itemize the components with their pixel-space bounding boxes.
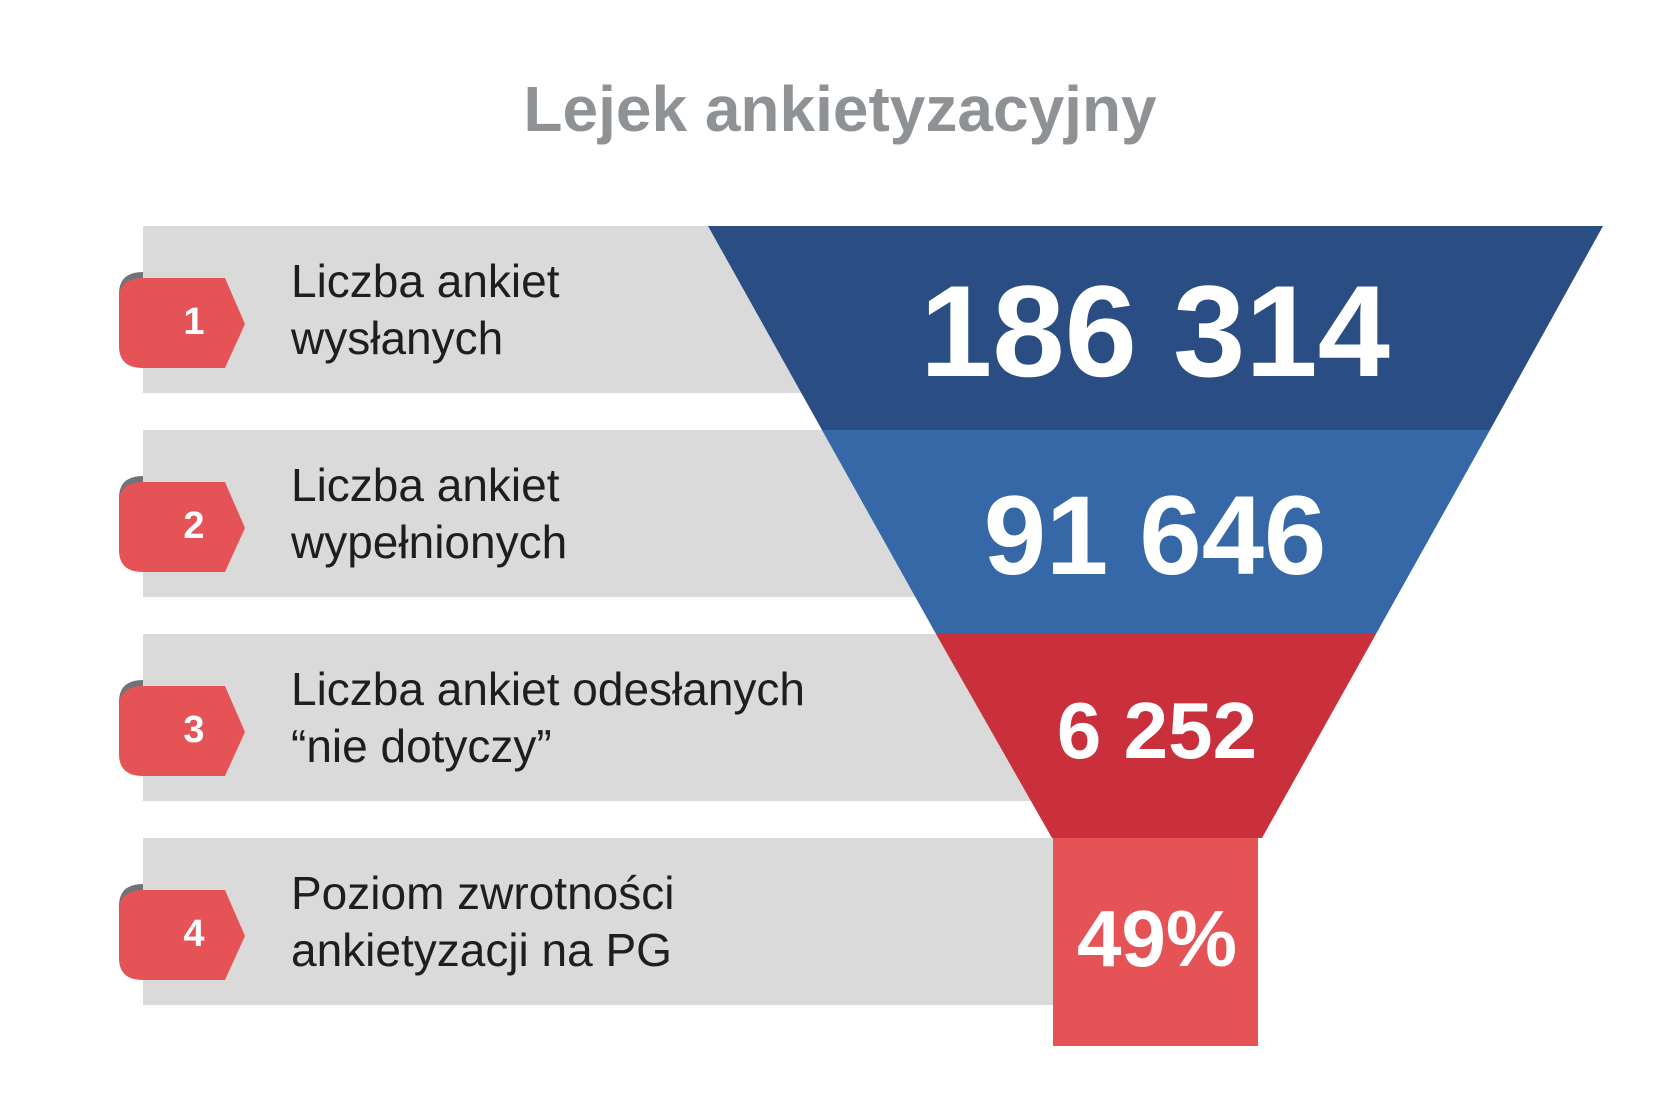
step-3-badge: 3 bbox=[117, 680, 247, 780]
step-3-label-line1: Liczba ankiet odesłanych bbox=[291, 662, 805, 715]
badge-arrow-shape bbox=[119, 890, 245, 980]
step-4-number: 4 bbox=[183, 913, 205, 955]
step-2-label-line1: Liczba ankiet bbox=[291, 458, 560, 511]
step-2-label: Liczba ankiet wypełnionych bbox=[291, 430, 931, 597]
step-1-label: Liczba ankiet wysłanych bbox=[291, 226, 931, 393]
step-1-badge: 1 bbox=[117, 272, 247, 372]
step-4-value: 49% bbox=[1077, 894, 1237, 983]
badge-arrow-shape bbox=[119, 686, 245, 776]
step-4-label-line2: ankietyzacji na PG bbox=[291, 923, 672, 976]
step-1-label-line2: wysłanych bbox=[291, 311, 504, 364]
badge-arrow-shape bbox=[119, 482, 245, 572]
badge-arrow-shape bbox=[119, 278, 245, 368]
step-3-label: Liczba ankiet odesłanych “nie dotyczy” bbox=[291, 634, 931, 801]
page-title: Lejek ankietyzacyjny bbox=[523, 73, 1157, 145]
step-1-value: 186 314 bbox=[920, 258, 1390, 404]
step-4-bar bbox=[143, 838, 1143, 1005]
step-2-value: 91 646 bbox=[984, 473, 1327, 598]
step-1-label-line1: Liczba ankiet bbox=[291, 254, 560, 307]
step-2-label-line2: wypełnionych bbox=[291, 515, 568, 568]
step-1-number: 1 bbox=[183, 301, 205, 343]
funnel-segment-4 bbox=[1053, 838, 1258, 1046]
step-2-number: 2 bbox=[183, 505, 205, 547]
step-3-number: 3 bbox=[183, 709, 205, 751]
step-3-value: 6 252 bbox=[1057, 686, 1257, 775]
step-2-badge: 2 bbox=[117, 476, 247, 576]
step-3-label-line2: “nie dotyczy” bbox=[291, 719, 552, 772]
step-4-label: Poziom zwrotności ankietyzacji na PG bbox=[291, 838, 931, 1005]
funnel-segment-2 bbox=[822, 430, 1490, 634]
step-4-label-line1: Poziom zwrotności bbox=[291, 866, 675, 919]
funnel-segment-3 bbox=[936, 634, 1376, 838]
funnel-segment-1 bbox=[708, 226, 1603, 430]
step-4-badge: 4 bbox=[117, 884, 247, 984]
